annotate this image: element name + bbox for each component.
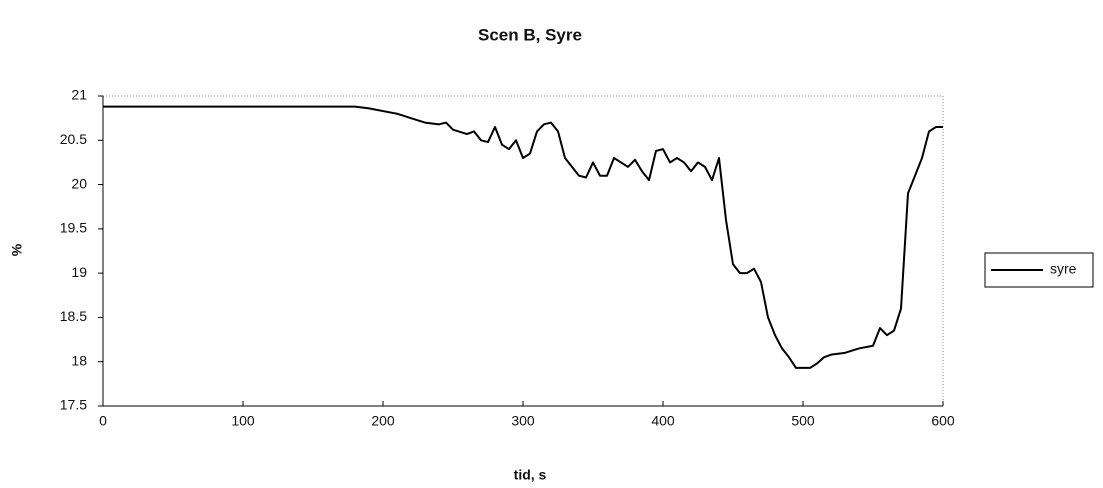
y-tick-label: 17.5	[60, 397, 87, 413]
x-tick-label: 0	[99, 413, 107, 429]
plot-frame	[102, 95, 944, 407]
y-tick-label: 18.5	[60, 308, 87, 324]
x-tick-label: 500	[791, 413, 815, 429]
x-tick-label: 200	[371, 413, 395, 429]
y-tick-label: 21	[71, 87, 87, 103]
x-axis-label: tid, s	[514, 467, 547, 483]
y-tick-label: 20	[71, 175, 87, 191]
x-tick-label: 600	[931, 413, 955, 429]
y-tick-label: 19.5	[60, 220, 87, 236]
legend-label: syre	[1050, 261, 1077, 277]
x-tick-label: 100	[231, 413, 255, 429]
y-tick-label: 18	[71, 352, 87, 368]
x-tick-label: 400	[651, 413, 675, 429]
y-tick-label: 20.5	[60, 131, 87, 147]
y-tick-label: 19	[71, 264, 87, 280]
line-series	[103, 105, 943, 369]
x-tick-label: 300	[511, 413, 535, 429]
y-axis-label: %	[9, 243, 25, 256]
chart-title: Scen B, Syre	[478, 25, 582, 44]
